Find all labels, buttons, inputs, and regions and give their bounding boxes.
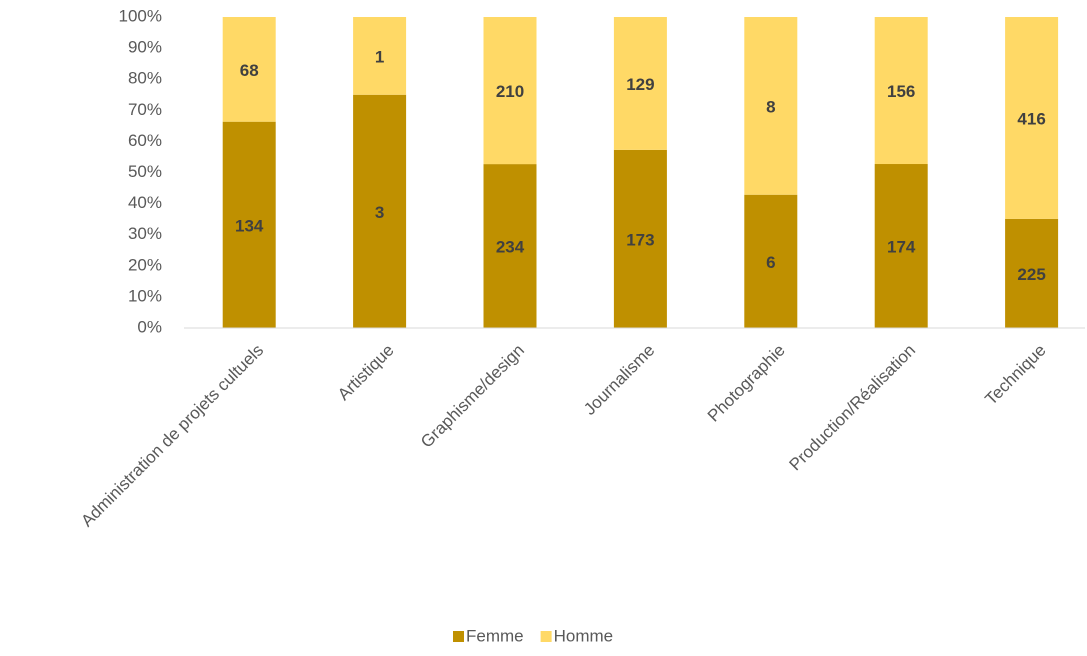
data-label: 129	[626, 75, 654, 94]
bar-segment	[353, 94, 407, 328]
legend-swatch	[453, 631, 464, 642]
bar-segment	[1005, 218, 1059, 328]
y-tick-label: 10%	[128, 286, 162, 305]
data-label: 210	[496, 82, 524, 101]
data-label: 3	[375, 203, 384, 222]
x-tick-label: Administration de projets cultuels	[77, 341, 267, 531]
legend-label: Femme	[466, 626, 524, 645]
x-tick-label: Journalisme	[580, 341, 658, 419]
data-label: 174	[887, 237, 916, 256]
y-tick-label: 0%	[137, 317, 162, 336]
data-label: 173	[626, 230, 654, 249]
x-tick-label: Artistique	[334, 341, 398, 405]
data-label: 134	[235, 216, 264, 235]
bar-segment	[874, 164, 928, 328]
y-tick-label: 20%	[128, 255, 162, 274]
x-tick-label: Production/Réalisation	[785, 341, 919, 475]
data-label: 68	[240, 61, 259, 80]
legend-swatch	[540, 631, 552, 642]
bar-segment	[874, 17, 928, 165]
bar-segment	[483, 17, 537, 165]
legend-label: Homme	[554, 626, 614, 645]
y-tick-label: 40%	[128, 193, 162, 212]
y-tick-label: 60%	[128, 131, 162, 150]
y-tick-label: 80%	[128, 69, 162, 88]
x-tick-label: Photographie	[704, 341, 789, 426]
y-tick-label: 50%	[128, 162, 162, 181]
bar-segment	[222, 121, 276, 328]
data-label: 156	[887, 82, 915, 101]
x-tick-label: Graphisme/design	[417, 341, 528, 452]
bar-segment	[1005, 17, 1059, 219]
data-label: 234	[496, 238, 525, 257]
bar-segment	[744, 194, 798, 328]
bar-segment	[613, 149, 667, 328]
bar-segment	[613, 17, 667, 150]
y-tick-label: 70%	[128, 100, 162, 119]
x-tick-label: Technique	[981, 341, 1049, 409]
bar-segment	[483, 164, 537, 328]
y-tick-label: 30%	[128, 224, 162, 243]
y-tick-label: 100%	[119, 6, 162, 25]
y-tick-label: 90%	[128, 38, 162, 57]
data-label: 6	[766, 253, 775, 272]
data-label: 8	[766, 97, 775, 116]
data-label: 1	[375, 47, 384, 66]
bar-segment	[353, 17, 407, 95]
bar-segment	[744, 17, 798, 195]
data-label: 416	[1017, 109, 1045, 128]
bar-segment	[222, 17, 276, 122]
data-label: 225	[1017, 265, 1045, 284]
